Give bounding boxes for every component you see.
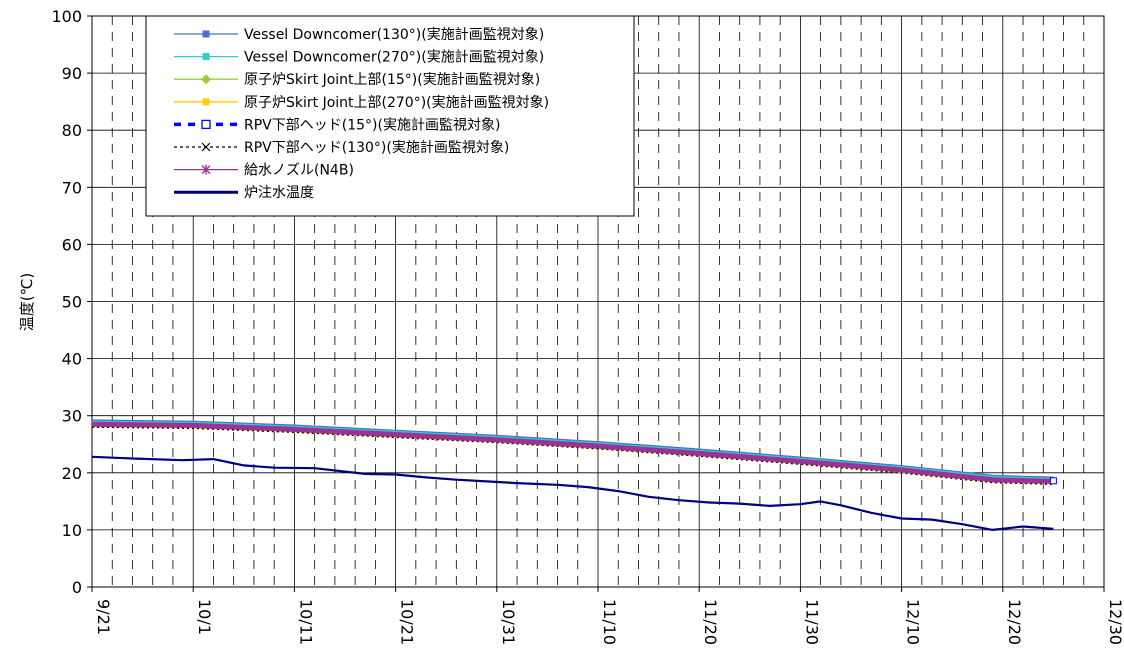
- y-tick-label: 40: [62, 350, 82, 369]
- x-tick-label: 10/11: [296, 599, 315, 645]
- legend-marker: [203, 53, 210, 60]
- y-tick-label: 70: [62, 178, 82, 197]
- x-tick-label: 11/30: [802, 599, 821, 645]
- x-axis-ticks: 9/21 10/1 10/11 10/21 10/31 11/10 11/20 11/30 12…: [92, 587, 1124, 645]
- x-tick-label: 12/20: [1005, 599, 1024, 645]
- x-tick-label: 11/10: [600, 599, 619, 645]
- x-tick-label: 9/21: [94, 599, 113, 635]
- legend-label: 炉注水温度: [244, 185, 314, 201]
- legend: Vessel Downcomer(130°)(実施計画監視対象) Vessel D…: [146, 16, 634, 216]
- y-tick-label: 80: [62, 121, 82, 140]
- x-tick-label: 10/1: [195, 599, 214, 635]
- y-tick-label: 90: [62, 64, 82, 83]
- legend-box: [146, 16, 634, 216]
- y-tick-label: 100: [51, 7, 82, 26]
- legend-label: 給水ノズル(N4B): [244, 163, 354, 179]
- y-tick-label: 50: [62, 293, 82, 312]
- legend-label: Vessel Downcomer(270°)(実施計画監視対象): [244, 49, 544, 66]
- legend-label: RPV下部ヘッド(130°)(実施計画監視対象): [244, 139, 509, 156]
- y-axis-label: 温度(℃): [18, 273, 36, 332]
- legend-label: 原子炉Skirt Joint上部(15°)(実施計画監視対象): [244, 71, 540, 88]
- series-end-marker: [1050, 478, 1056, 484]
- x-tick-label: 11/20: [701, 599, 720, 645]
- legend-label: 原子炉Skirt Joint上部(270°)(実施計画監視対象): [244, 94, 549, 111]
- y-tick-label: 10: [62, 521, 82, 540]
- y-tick-label: 30: [62, 407, 82, 426]
- y-axis-ticks: 0 10 20 30 40 50 60 70 80 90 100: [51, 7, 92, 597]
- y-tick-label: 0: [72, 578, 82, 597]
- legend-marker: [203, 31, 210, 38]
- x-tick-label: 10/31: [499, 599, 518, 645]
- y-tick-label: 20: [62, 464, 82, 483]
- x-tick-label: 12/10: [904, 599, 923, 645]
- legend-marker: [202, 120, 210, 128]
- legend-label: Vessel Downcomer(130°)(実施計画監視対象): [244, 26, 544, 43]
- legend-label: RPV下部ヘッド(15°)(実施計画監視対象): [244, 116, 500, 133]
- x-tick-label: 10/21: [398, 599, 417, 645]
- legend-marker: [203, 98, 210, 105]
- y-tick-label: 60: [62, 235, 82, 254]
- x-tick-label: 12/30: [1106, 599, 1124, 645]
